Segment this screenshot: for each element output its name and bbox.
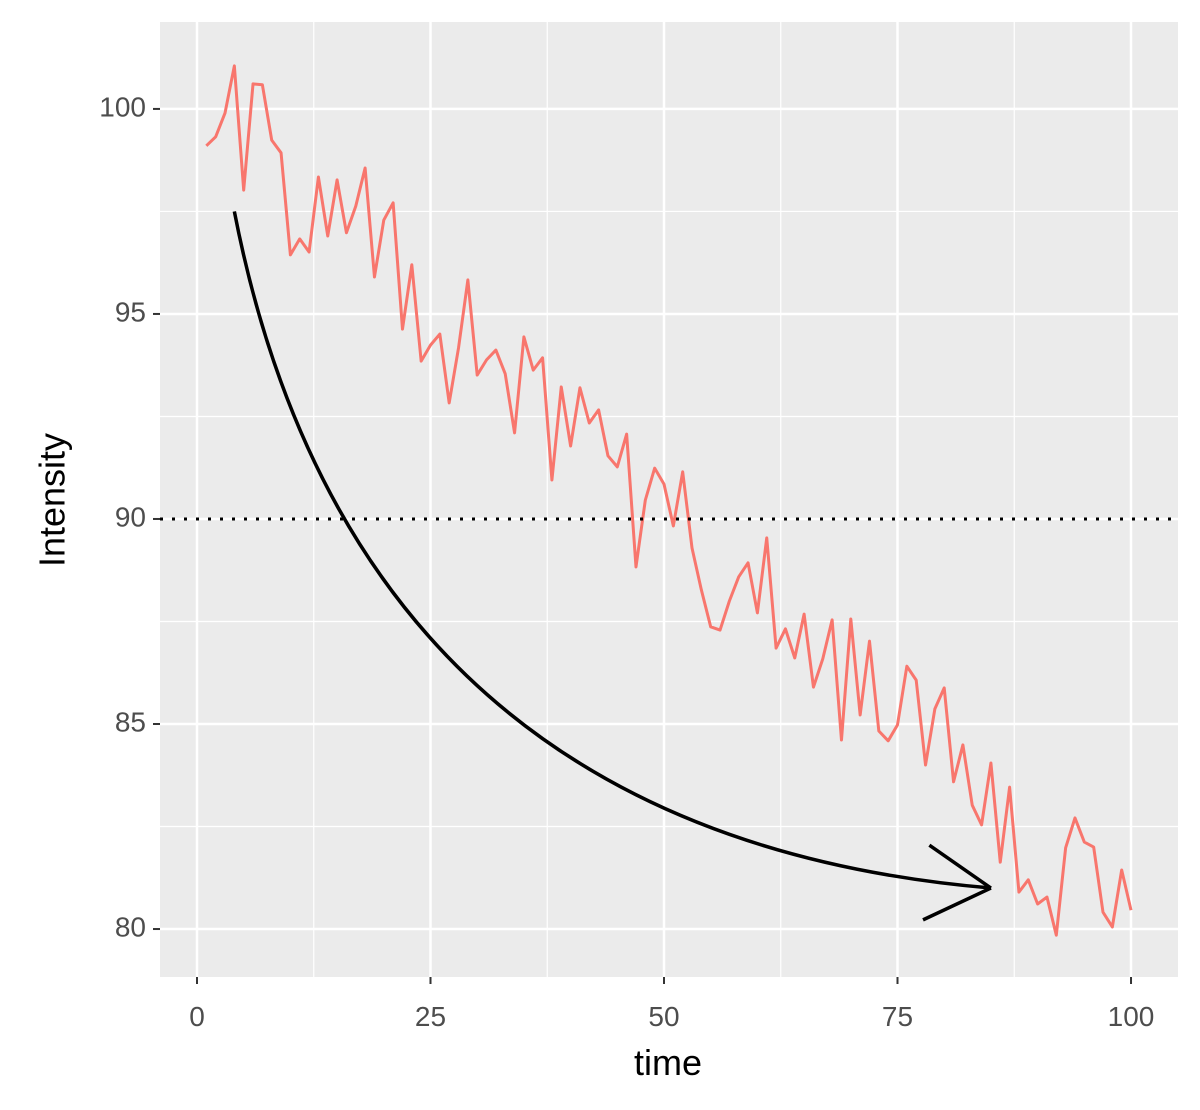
y-tick-label: 100 xyxy=(99,91,146,122)
arrow-head xyxy=(922,843,992,922)
x-tick-label: 100 xyxy=(1108,1001,1155,1032)
y-tick-label: 85 xyxy=(115,706,146,737)
y-tick-label: 80 xyxy=(115,911,146,942)
x-tick-label: 50 xyxy=(648,1001,679,1032)
x-tick-label: 25 xyxy=(415,1001,446,1032)
x-tick-label: 75 xyxy=(882,1001,913,1032)
x-axis-title: time xyxy=(634,1042,702,1083)
curved-arrow xyxy=(232,211,992,890)
data-line xyxy=(205,64,1133,937)
y-tick-label: 90 xyxy=(115,501,146,532)
x-tick-label: 0 xyxy=(189,1001,205,1032)
y-axis-title: Intensity xyxy=(32,433,73,567)
y-tick-label: 95 xyxy=(115,296,146,327)
panel xyxy=(160,22,1178,977)
